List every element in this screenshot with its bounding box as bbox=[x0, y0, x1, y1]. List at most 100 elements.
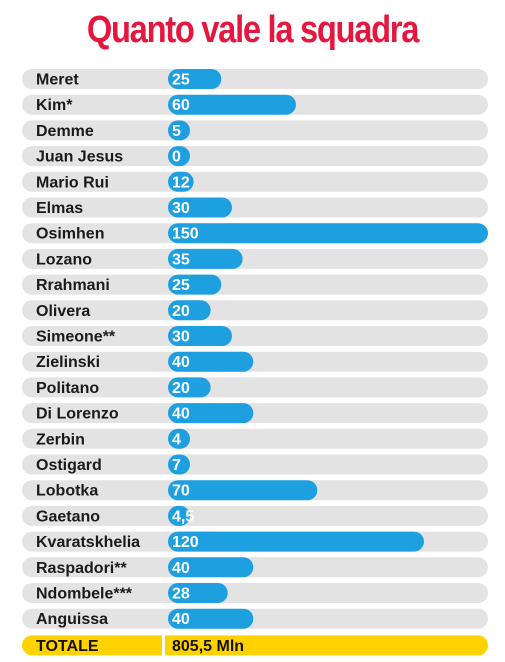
bar-track bbox=[22, 505, 488, 526]
bar-row: Ndombele*** 28 bbox=[22, 583, 488, 603]
bar-track bbox=[22, 454, 488, 475]
bar-row: Juan Jesus 0 bbox=[22, 146, 488, 167]
bar-row: Ostigard 7 bbox=[22, 454, 488, 475]
bar-raspadori bbox=[168, 557, 254, 578]
total-value: 805,5 Mln bbox=[172, 638, 244, 655]
bar-track bbox=[22, 197, 488, 218]
value-label: 4,5 bbox=[172, 508, 194, 525]
bar-row: Olivera 20 bbox=[22, 300, 488, 321]
bar-row: Meret 25 bbox=[22, 69, 488, 89]
bar-osimhen bbox=[168, 223, 488, 244]
category-label: Kvaratskhelia bbox=[36, 534, 140, 551]
category-label: Lozano bbox=[36, 251, 92, 268]
total-label: TOTALE bbox=[36, 638, 99, 655]
bar-ostigard bbox=[168, 454, 190, 475]
bar-simeone bbox=[168, 326, 232, 346]
bar-row: Gaetano 4,5 bbox=[22, 505, 488, 526]
value-label: 12 bbox=[172, 174, 190, 191]
category-label: Olivera bbox=[36, 303, 90, 320]
category-label: Osimhen bbox=[36, 226, 104, 243]
bar-track bbox=[22, 403, 488, 424]
category-label: Zerbin bbox=[36, 431, 85, 448]
bar-row: Simeone** 30 bbox=[22, 326, 488, 346]
bar-olivera bbox=[168, 300, 211, 321]
value-label: 40 bbox=[172, 611, 190, 628]
bar-row: Kim* 60 bbox=[22, 94, 488, 115]
bar-track bbox=[22, 248, 488, 269]
category-label: Ostigard bbox=[36, 457, 102, 474]
value-label: 7 bbox=[172, 457, 181, 474]
value-label: 30 bbox=[172, 200, 190, 217]
category-label: Politano bbox=[36, 380, 99, 397]
category-label: Simeone** bbox=[36, 329, 116, 346]
category-label: Rrahmani bbox=[36, 277, 110, 294]
bar-row: Anguissa 40 bbox=[22, 608, 488, 629]
bar-anguissa bbox=[168, 608, 254, 629]
value-label: 4 bbox=[172, 431, 181, 448]
value-label: 5 bbox=[172, 123, 181, 140]
bar-track bbox=[22, 583, 488, 603]
category-label: Anguissa bbox=[36, 611, 108, 628]
bar-di-lorenzo bbox=[168, 403, 254, 424]
bar-track bbox=[22, 300, 488, 321]
category-label: Ndombele*** bbox=[36, 586, 133, 603]
bar-row: Elmas 30 bbox=[22, 197, 488, 218]
value-label: 40 bbox=[172, 354, 190, 371]
value-label: 120 bbox=[172, 534, 199, 551]
bar-row: Lobotka 70 bbox=[22, 480, 488, 501]
category-label: Lobotka bbox=[36, 483, 98, 500]
bar-row: Di Lorenzo 40 bbox=[22, 403, 488, 424]
bar-track bbox=[22, 428, 488, 449]
value-label: 28 bbox=[172, 586, 190, 603]
bar-track bbox=[22, 69, 488, 89]
bar-kvaratskhelia bbox=[168, 531, 424, 552]
bar-mario-rui bbox=[168, 171, 194, 192]
bar-row: Rrahmani 25 bbox=[22, 274, 488, 295]
bar-politano bbox=[168, 377, 211, 398]
value-label: 30 bbox=[172, 329, 190, 346]
bar-track bbox=[22, 146, 488, 167]
category-label: Elmas bbox=[36, 200, 83, 217]
bar-row: Lozano 35 bbox=[22, 248, 488, 269]
bar-row: Politano 20 bbox=[22, 377, 488, 398]
category-label: Raspadori** bbox=[36, 560, 127, 577]
bar-zerbin bbox=[168, 428, 190, 449]
value-label: 40 bbox=[172, 560, 190, 577]
bar-row: Raspadori** 40 bbox=[22, 557, 488, 578]
category-label: Juan Jesus bbox=[36, 149, 123, 166]
bar-row: Zielinski 40 bbox=[22, 351, 488, 372]
category-label: Gaetano bbox=[36, 508, 100, 525]
bar-juan-jesus bbox=[168, 146, 190, 167]
bar-rrahmani bbox=[168, 274, 222, 295]
bar-lobotka bbox=[168, 480, 318, 501]
bar-row: Kvaratskhelia 120 bbox=[22, 531, 488, 552]
bar-track bbox=[22, 120, 488, 141]
value-label: 20 bbox=[172, 303, 190, 320]
bar-track bbox=[22, 608, 488, 629]
bar-elmas bbox=[168, 197, 232, 218]
bar-demme bbox=[168, 120, 190, 141]
value-label: 25 bbox=[172, 72, 190, 89]
value-label: 60 bbox=[172, 97, 190, 114]
bar-track bbox=[22, 557, 488, 578]
category-label: Mario Rui bbox=[36, 174, 109, 191]
bar-track bbox=[22, 377, 488, 398]
bar-kim bbox=[168, 94, 296, 115]
bar-ndombele bbox=[168, 583, 228, 603]
value-label: 150 bbox=[172, 226, 199, 243]
bar-lozano bbox=[168, 248, 243, 269]
category-label: Zielinski bbox=[36, 354, 100, 371]
bar-track bbox=[22, 326, 488, 346]
value-label: 35 bbox=[172, 251, 190, 268]
value-label: 25 bbox=[172, 277, 190, 294]
value-label: 40 bbox=[172, 406, 190, 423]
bar-row: Zerbin 4 bbox=[22, 428, 488, 449]
chart-title: Quanto vale la squadra bbox=[86, 9, 420, 51]
bar-row: Demme 5 bbox=[22, 120, 488, 141]
bar-track bbox=[22, 351, 488, 372]
value-label: 20 bbox=[172, 380, 190, 397]
bar-gaetano bbox=[168, 505, 190, 526]
bar-track bbox=[22, 274, 488, 295]
category-label: Di Lorenzo bbox=[36, 406, 119, 423]
